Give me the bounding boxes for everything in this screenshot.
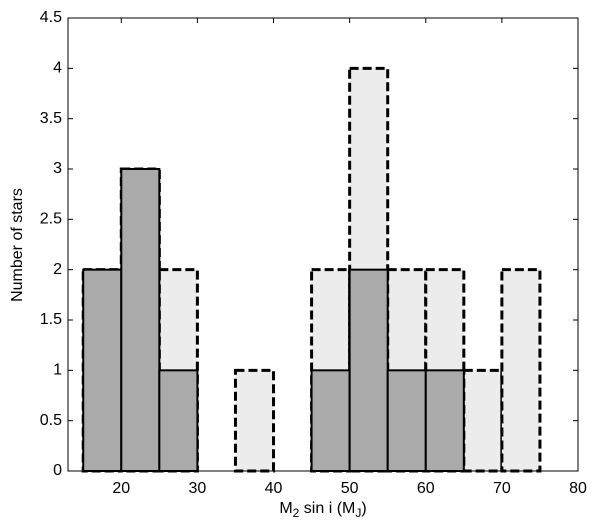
x-axis-label-part: sin i (M — [299, 500, 355, 517]
y-axis-label: Number of stars — [9, 188, 26, 302]
y-tick-label: 2.5 — [40, 211, 62, 228]
histogram-bar — [82, 268, 123, 472]
y-tick-label: 3.5 — [40, 110, 62, 127]
x-axis-label-part: ) — [361, 500, 366, 517]
histogram-bar — [424, 369, 465, 473]
axes-frame — [67, 17, 579, 472]
x-axis-label-part: 2 — [293, 506, 300, 520]
y-tick-label: 3 — [53, 160, 62, 177]
x-tick-label: 80 — [569, 480, 587, 497]
x-axis-label: M2 sin i (MJ) — [279, 500, 366, 520]
y-tick-label: 0 — [53, 462, 62, 479]
histogram-bar — [158, 369, 199, 473]
x-tick-label: 30 — [189, 480, 207, 497]
histogram-bar — [120, 168, 161, 472]
y-tick-label: 2 — [53, 261, 62, 278]
histogram-bar — [500, 268, 542, 473]
histogram-bar — [310, 369, 351, 473]
x-tick-label: 20 — [112, 480, 130, 497]
histogram-bar — [348, 268, 389, 472]
y-tick-label: 1 — [53, 362, 62, 379]
x-tick-label: 50 — [341, 480, 359, 497]
y-tick-label: 4.5 — [40, 9, 62, 26]
y-tick-label: 1.5 — [40, 311, 62, 328]
x-axis-label-part: J — [355, 506, 361, 520]
histogram-bar — [233, 368, 276, 473]
histogram-bar — [386, 369, 427, 473]
histogram-bar — [462, 368, 504, 473]
x-tick-label: 70 — [493, 480, 511, 497]
y-tick-label: 4 — [53, 60, 62, 77]
x-tick-label: 40 — [265, 480, 283, 497]
y-tick-label: 0.5 — [40, 412, 62, 429]
x-axis-label-part: M — [279, 500, 292, 517]
x-tick-label: 60 — [417, 480, 435, 497]
